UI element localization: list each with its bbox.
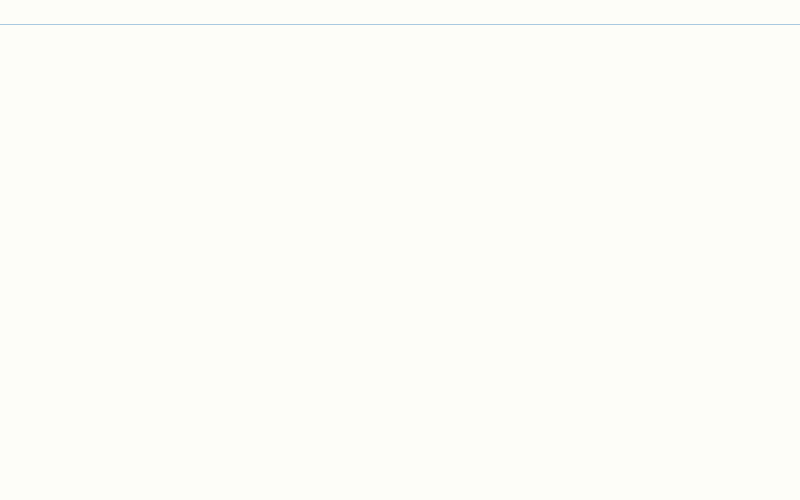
window-title-bar [0, 0, 800, 25]
